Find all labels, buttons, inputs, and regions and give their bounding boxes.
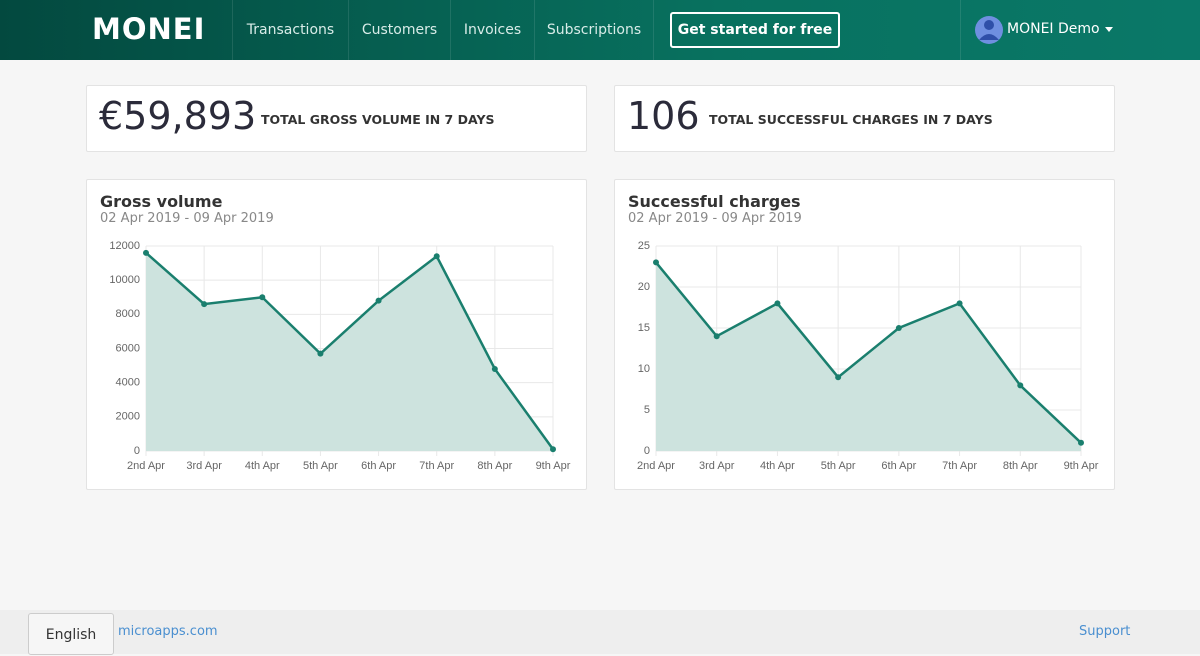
footer: English microapps.com Support (0, 610, 1200, 654)
point (143, 250, 149, 256)
x-tick-label: 8th Apr (1003, 460, 1038, 472)
x-tick-label: 7th Apr (942, 460, 977, 472)
point (714, 333, 720, 339)
y-tick-label: 0 (644, 445, 650, 457)
y-tick-label: 5 (644, 404, 650, 416)
x-tick-label: 4th Apr (760, 460, 795, 472)
point (492, 366, 498, 372)
y-tick-label: 10000 (109, 274, 140, 286)
point (550, 446, 556, 452)
x-tick-label: 8th Apr (477, 460, 512, 472)
y-tick-label: 25 (638, 240, 650, 252)
nav-link[interactable]: Customers (348, 0, 450, 60)
y-tick-label: 0 (134, 445, 140, 457)
chart: 0 2000 4000 6000 8000 10000 12000 2nd Apr 3rd Ap… (87, 180, 586, 489)
x-tick-label: 9th Apr (536, 460, 571, 472)
point (1078, 440, 1084, 446)
x-tick-label: 2nd Apr (127, 460, 165, 472)
x-tick-label: 6th Apr (881, 460, 916, 472)
point (653, 259, 659, 265)
x-tick-label: 6th Apr (361, 460, 396, 472)
logo[interactable]: MONEI (92, 12, 205, 46)
chart-card: Successful charges 02 Apr 2019 - 09 Apr … (614, 179, 1115, 490)
header: MONEI Transactions Customers Invoices Su… (0, 0, 1200, 60)
point (434, 253, 440, 259)
x-tick-label: 9th Apr (1064, 460, 1099, 472)
stat-card: €59,893 TOTAL GROSS VOLUME IN 7 DAYS (86, 85, 587, 152)
stat-label: TOTAL SUCCESSFUL CHARGES IN 7 DAYS (709, 112, 993, 127)
site-link[interactable]: microapps.com (118, 624, 218, 639)
support-link[interactable]: Support (1079, 624, 1130, 639)
nav-link[interactable]: Subscriptions (534, 0, 654, 60)
chart: 0 5 10 15 20 25 2nd Apr 3rd Apr 4th Apr 5th Apr 6t… (615, 180, 1114, 489)
nav-link[interactable]: Invoices (450, 0, 534, 60)
stat-value: €59,893 (99, 94, 256, 138)
cta-button[interactable]: Get started for free (670, 12, 840, 48)
y-tick-label: 12000 (109, 240, 140, 252)
x-tick-label: 7th Apr (419, 460, 454, 472)
language-button[interactable]: English (28, 613, 114, 655)
point (201, 301, 207, 307)
point (957, 300, 963, 306)
y-tick-label: 15 (638, 322, 650, 334)
point (896, 325, 902, 331)
y-tick-label: 20 (638, 281, 650, 293)
x-tick-label: 2nd Apr (637, 460, 675, 472)
stat-card: 106 TOTAL SUCCESSFUL CHARGES IN 7 DAYS (614, 85, 1115, 152)
point (1017, 382, 1023, 388)
y-tick-label: 8000 (116, 308, 140, 320)
point (774, 300, 780, 306)
chart-card: Gross volume 02 Apr 2019 - 09 Apr 2019 0… (86, 179, 587, 490)
x-tick-label: 4th Apr (245, 460, 280, 472)
stat-value: 106 (627, 94, 700, 138)
x-tick-label: 3rd Apr (699, 460, 735, 472)
y-tick-label: 6000 (116, 342, 140, 354)
point (376, 298, 382, 304)
y-tick-label: 2000 (116, 411, 140, 423)
point (835, 374, 841, 380)
y-tick-label: 4000 (116, 377, 140, 389)
x-tick-label: 5th Apr (821, 460, 856, 472)
user-menu[interactable]: MONEI Demo (960, 0, 1200, 60)
nav-link[interactable]: Transactions (232, 0, 348, 60)
point (259, 294, 265, 300)
x-tick-label: 3rd Apr (186, 460, 222, 472)
y-tick-label: 10 (638, 363, 650, 375)
user-name: MONEI Demo (1007, 21, 1100, 37)
stat-label: TOTAL GROSS VOLUME IN 7 DAYS (261, 112, 495, 127)
x-tick-label: 5th Apr (303, 460, 338, 472)
point (317, 351, 323, 357)
area (146, 253, 553, 451)
area (656, 262, 1081, 451)
